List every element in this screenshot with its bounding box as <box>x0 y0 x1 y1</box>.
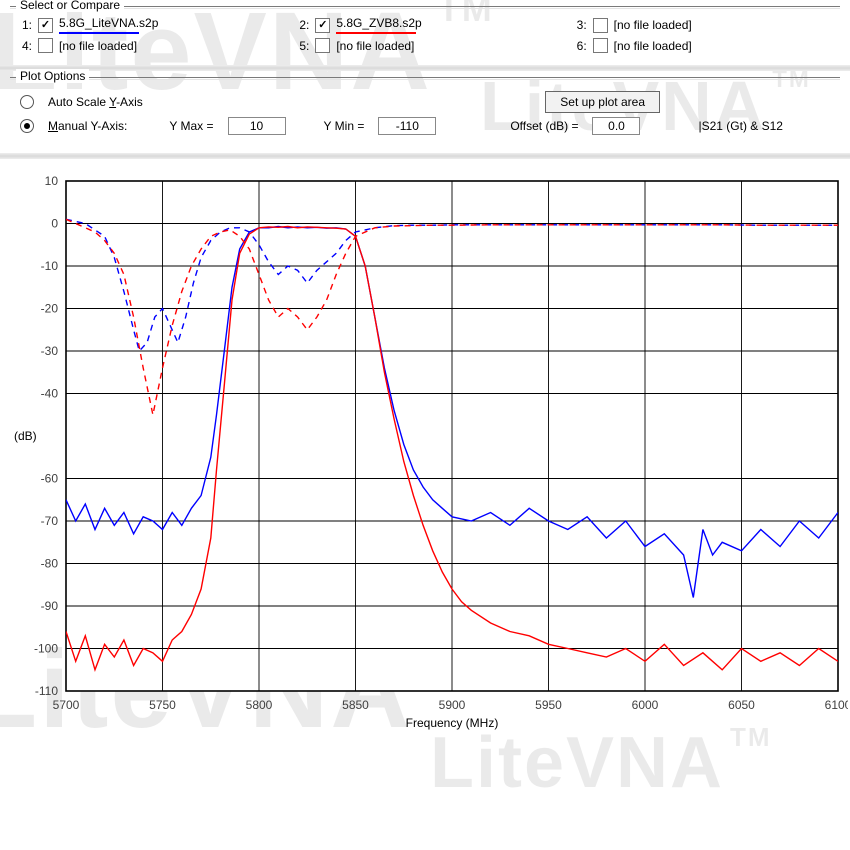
svg-text:-40: -40 <box>41 387 59 401</box>
ymax-label: Y Max = <box>169 119 213 133</box>
svg-text:-10: -10 <box>41 259 59 273</box>
svg-text:-30: -30 <box>41 344 59 358</box>
svg-text:6050: 6050 <box>728 698 755 712</box>
svg-text:-20: -20 <box>41 302 59 316</box>
setup-plot-area-button[interactable]: Set up plot area <box>545 91 660 113</box>
file-checkbox[interactable] <box>315 38 330 53</box>
file-idx: 5: <box>295 39 309 53</box>
file-slot-6: 6: [no file loaded] <box>573 38 832 53</box>
file-slot-5: 5: [no file loaded] <box>295 38 554 53</box>
svg-text:Frequency (MHz): Frequency (MHz) <box>406 716 499 730</box>
manual-scale-radio[interactable] <box>20 119 34 133</box>
ymax-input[interactable]: 10 <box>228 117 286 135</box>
file-checkbox[interactable] <box>593 38 608 53</box>
auto-scale-label: Auto Scale Y-Axis <box>48 95 143 109</box>
svg-text:-60: -60 <box>41 472 59 486</box>
manual-scale-label: Manual Y-Axis: <box>48 119 127 133</box>
svg-text:5800: 5800 <box>246 698 273 712</box>
offset-label: Offset (dB) = <box>510 119 578 133</box>
svg-text:10: 10 <box>45 174 59 188</box>
separator <box>0 65 850 71</box>
file-color-swatch <box>59 32 139 34</box>
file-checkbox[interactable] <box>38 18 53 33</box>
svg-text:-110: -110 <box>35 684 58 698</box>
file-name: [no file loaded] <box>614 39 734 53</box>
file-idx: 4: <box>18 39 32 53</box>
file-name: 5.8G_ZVB8.s2p <box>336 16 456 30</box>
file-idx: 6: <box>573 39 587 53</box>
svg-text:(dB): (dB) <box>14 429 37 443</box>
select-compare-title: Select or Compare <box>16 0 124 12</box>
auto-scale-radio[interactable] <box>20 95 34 109</box>
plot-options-group: Plot Options Auto Scale Y-Axis Set up pl… <box>10 77 840 149</box>
file-idx: 2: <box>295 18 309 32</box>
file-color-swatch <box>336 32 416 34</box>
sparam-label: |S21 (Gt) & S12 <box>698 119 783 133</box>
plot-options-title: Plot Options <box>16 69 89 83</box>
file-checkbox[interactable] <box>38 38 53 53</box>
svg-text:6000: 6000 <box>632 698 659 712</box>
file-name: 5.8G_LiteVNA.s2p <box>59 16 179 30</box>
svg-text:-80: -80 <box>41 557 59 571</box>
file-name: [no file loaded] <box>336 39 456 53</box>
file-name: [no file loaded] <box>614 18 734 32</box>
offset-input[interactable]: 0.0 <box>592 117 640 135</box>
file-idx: 1: <box>18 18 32 32</box>
file-idx: 3: <box>573 18 587 32</box>
file-slot-2: 2: 5.8G_ZVB8.s2p <box>295 16 554 34</box>
svg-text:5700: 5700 <box>53 698 80 712</box>
file-slot-3: 3: [no file loaded] <box>573 16 832 34</box>
file-slot-1: 1: 5.8G_LiteVNA.s2p <box>18 16 277 34</box>
chart-area: 5700 5750 5800 5850 5900 5950 6000 6050 6100 10 0 -… <box>2 167 848 737</box>
svg-text:-70: -70 <box>41 514 59 528</box>
ymin-label: Y Min = <box>324 119 365 133</box>
svg-text:-100: -100 <box>34 642 58 656</box>
ymin-input[interactable]: -110 <box>378 117 436 135</box>
svg-text:5950: 5950 <box>535 698 562 712</box>
svg-text:5750: 5750 <box>149 698 176 712</box>
file-name: [no file loaded] <box>59 39 179 53</box>
sparam-chart: 5700 5750 5800 5850 5900 5950 6000 6050 6100 10 0 -… <box>2 167 848 737</box>
file-checkbox[interactable] <box>593 18 608 33</box>
file-slot-4: 4: [no file loaded] <box>18 38 277 53</box>
file-checkbox[interactable] <box>315 18 330 33</box>
svg-text:5900: 5900 <box>439 698 466 712</box>
separator <box>0 153 850 159</box>
svg-text:6100: 6100 <box>825 698 848 712</box>
svg-text:0: 0 <box>51 217 58 231</box>
select-compare-group: Select or Compare 1:5.8G_LiteVNA.s2p2:5.… <box>10 6 840 61</box>
svg-text:-90: -90 <box>41 599 59 613</box>
svg-text:5850: 5850 <box>342 698 369 712</box>
